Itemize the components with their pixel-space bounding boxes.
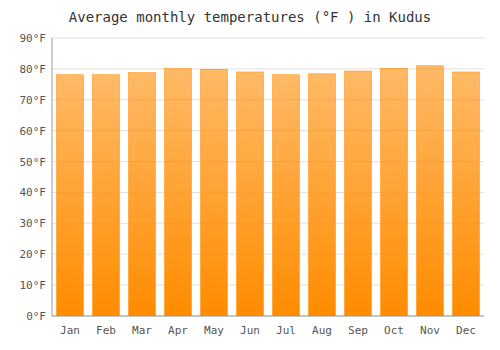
y-tick-label: 80°F xyxy=(20,63,47,76)
bars xyxy=(57,66,480,316)
y-tick-label: 0°F xyxy=(26,310,46,323)
y-tick-label: 40°F xyxy=(20,186,47,199)
x-tick-label: Apr xyxy=(168,324,188,337)
y-axis-line xyxy=(52,38,53,316)
x-tick-label: Mar xyxy=(132,324,152,337)
bar xyxy=(309,74,336,316)
bar xyxy=(273,75,300,316)
y-tick-label: 20°F xyxy=(20,248,47,261)
bar xyxy=(381,68,408,316)
chart-title: Average monthly temperatures (°F ) in Ku… xyxy=(69,9,431,25)
x-tick-label: Jan xyxy=(60,324,80,337)
y-tick-label: 60°F xyxy=(20,125,47,138)
grid-line xyxy=(52,316,484,317)
x-tick-label: Dec xyxy=(456,324,476,337)
x-tick-label: Nov xyxy=(420,324,440,337)
y-tick-label: 30°F xyxy=(20,217,47,230)
y-tick-label: 70°F xyxy=(20,94,47,107)
y-tick-labels: 0°F 10°F 20°F 30°F 40°F 50°F 60°F 70°F 80°F 90°F xyxy=(20,32,47,323)
chart-container: Average monthly temperatures (°F ) in Ku… xyxy=(0,0,500,350)
x-tick-label: Oct xyxy=(384,324,404,337)
x-tick-label: Aug xyxy=(312,324,332,337)
chart-svg: Average monthly temperatures (°F ) in Ku… xyxy=(0,0,500,350)
y-tick-label: 10°F xyxy=(20,279,47,292)
x-tick-labels: Jan Feb Mar Apr May Jun Jul Aug Sep Oct Nov Dec xyxy=(60,324,476,337)
x-tick-label: May xyxy=(204,324,224,337)
x-tick-label: Jun xyxy=(240,324,260,337)
bar xyxy=(93,75,120,316)
y-tick-label: 50°F xyxy=(20,156,47,169)
x-tick-label: Jul xyxy=(276,324,296,337)
bar xyxy=(57,75,84,316)
x-axis-line xyxy=(52,316,484,317)
x-tick-label: Feb xyxy=(96,324,116,337)
bar xyxy=(417,66,444,316)
grid xyxy=(52,38,484,316)
bar xyxy=(237,72,264,316)
x-tick-label: Sep xyxy=(348,324,368,337)
bar xyxy=(165,69,192,316)
bar xyxy=(345,71,372,316)
bar xyxy=(201,69,228,316)
grid-line xyxy=(52,38,484,39)
bar xyxy=(453,72,480,316)
y-tick-label: 90°F xyxy=(20,32,47,45)
bar xyxy=(129,73,156,316)
